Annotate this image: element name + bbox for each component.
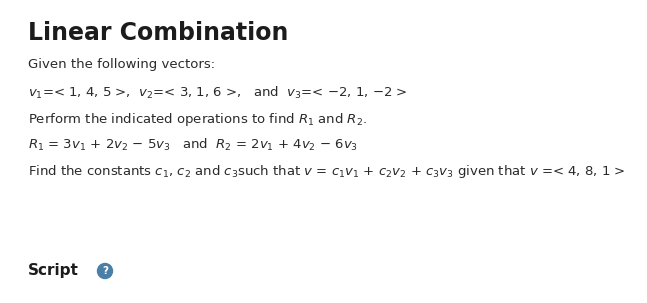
Text: ?: ?: [102, 266, 108, 276]
Text: Linear Combination: Linear Combination: [28, 21, 289, 45]
Text: Perform the indicated operations to find $R_1$ and $R_2$.: Perform the indicated operations to find…: [28, 111, 367, 128]
Text: $v_1$=< 1, 4, 5 >,  $v_2$=< 3, 1, 6 >,   and  $v_3$=< $-$2, 1, $-$2 >: $v_1$=< 1, 4, 5 >, $v_2$=< 3, 1, 6 >, an…: [28, 85, 408, 101]
Text: Find the constants $c_1$, $c_2$ and $c_3$such that $v$ = $c_1v_1$ + $c_2v_2$ + $: Find the constants $c_1$, $c_2$ and $c_3…: [28, 163, 626, 180]
Text: Given the following vectors:: Given the following vectors:: [28, 58, 215, 71]
Text: Script: Script: [28, 263, 79, 278]
Circle shape: [98, 264, 113, 278]
Text: $R_1$ = 3$v_1$ + 2$v_2$ $-$ 5$v_3$   and  $R_2$ = 2$v_1$ + 4$v_2$ $-$ 6$v_3$: $R_1$ = 3$v_1$ + 2$v_2$ $-$ 5$v_3$ and $…: [28, 137, 358, 153]
